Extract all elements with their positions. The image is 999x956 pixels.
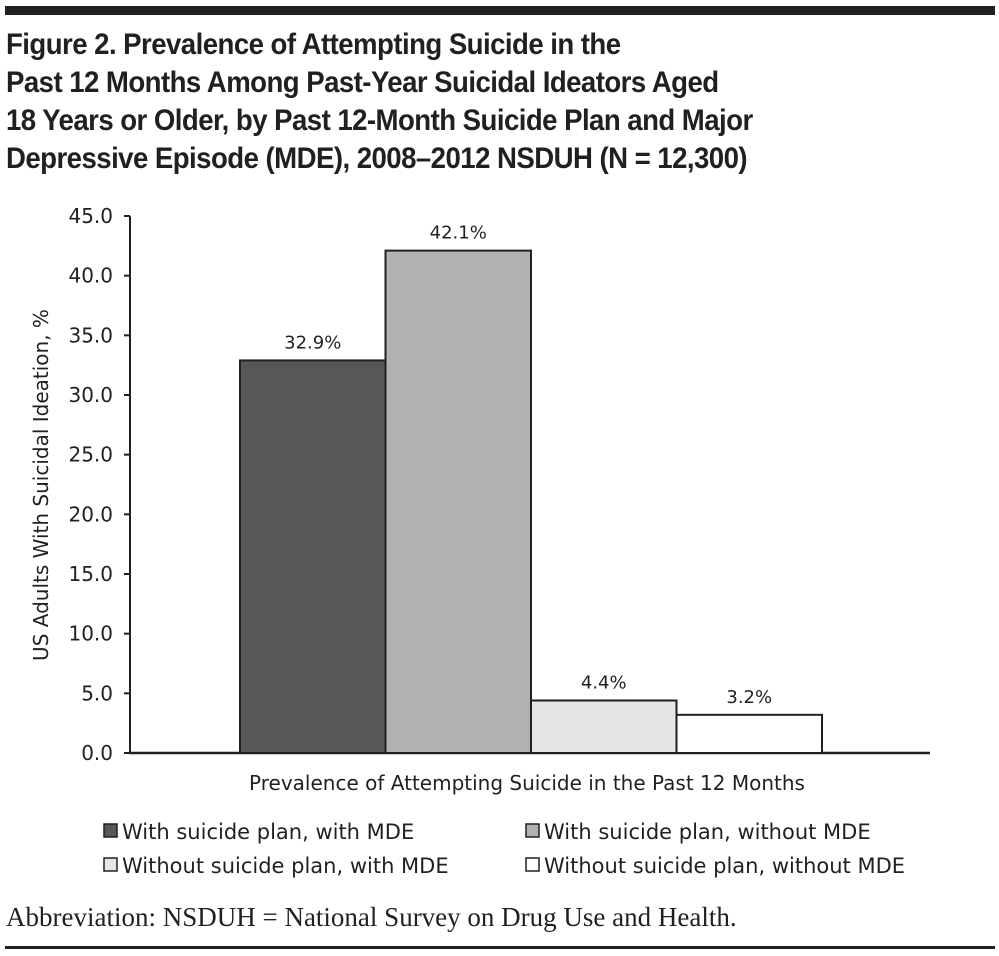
legend-label: With suicide plan, without MDE [544,820,871,844]
bar-1 [239,359,387,754]
legend-label: Without suicide plan, without MDE [544,854,905,878]
legend-item: With suicide plan, without MDE [525,820,871,844]
legend-swatch [103,823,118,838]
y-tick-label: 20.0 [68,502,113,526]
bar-4 [675,713,823,755]
legend-swatch [525,823,540,838]
bar-value-label: 3.2% [726,687,772,708]
y-tick-label: 0.0 [81,741,113,765]
legend: With suicide plan, with MDE With suicide … [103,820,905,878]
legend-item: Without suicide plan, with MDE [103,854,449,878]
legend-item: With suicide plan, with MDE [103,820,414,844]
y-tick-label: 45.0 [68,204,113,228]
y-tick-label: 30.0 [68,383,113,407]
legend-label: With suicide plan, with MDE [122,820,414,844]
legend-item: Without suicide plan, without MDE [525,854,905,878]
y-tick-label: 5.0 [81,681,113,705]
y-tick-label: 40.0 [68,264,113,288]
x-axis-title: Prevalence of Attempting Suicide in the … [249,771,805,795]
top-rule [5,6,995,15]
bar-3 [530,699,678,755]
bottom-rule [5,946,995,949]
bar-value-label: 42.1% [430,223,487,244]
y-axis-title: US Adults With Suicidal Ideation, % [29,309,53,661]
legend-label: Without suicide plan, with MDE [122,854,449,878]
legend-swatch [103,857,118,872]
bar-value-label: 4.4% [581,672,627,693]
footnote: Abbreviation: NSDUH = National Survey on… [6,902,737,932]
y-tick-label: 15.0 [68,562,113,586]
bar-2 [384,249,532,755]
legend-swatch [525,857,540,872]
bars [239,249,823,755]
bar-value-label: 32.9% [284,332,341,353]
bar-labels: 32.9% 42.1% 4.4% 3.2% [284,223,772,708]
y-tick-label: 10.0 [68,622,113,646]
y-tick-label: 25.0 [68,443,113,467]
y-tick-label: 35.0 [68,323,113,347]
figure-title: Figure 2. Prevalence of Attempting Suici… [6,28,753,175]
